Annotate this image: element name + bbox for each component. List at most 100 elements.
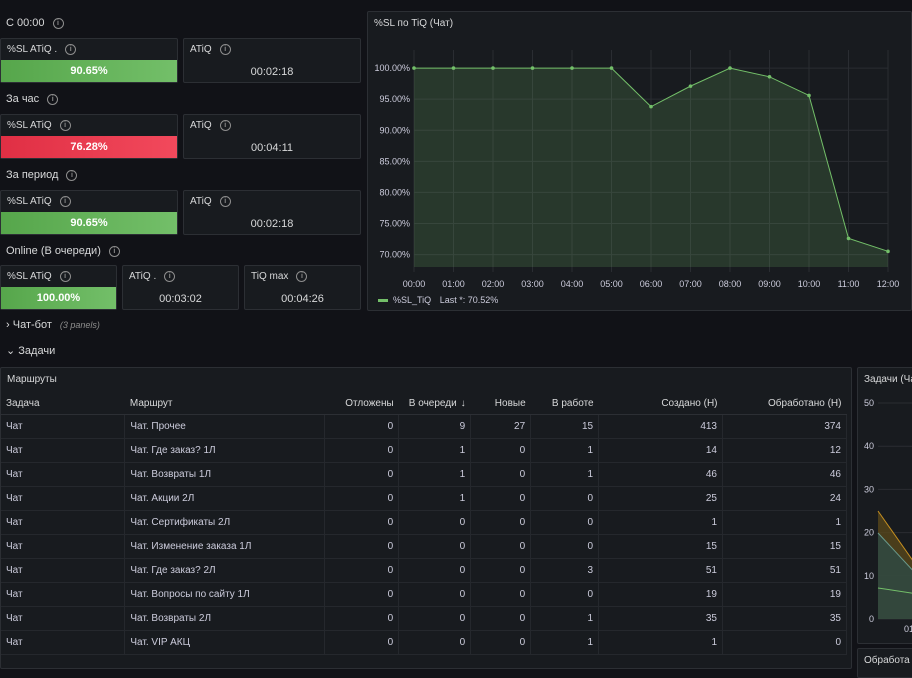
tasks-chart-panel[interactable]: Задачи (Ча 50 40 30 20 10 0 01: xyxy=(857,367,912,644)
y-tick-label: 100.00% xyxy=(374,63,410,73)
table-cell: 0 xyxy=(470,462,532,487)
info-icon[interactable]: i xyxy=(52,17,64,29)
routes-panel[interactable]: Маршруты Задача Маршрут Отложены В очереди ↓… xyxy=(0,367,852,669)
info-icon[interactable]: i xyxy=(66,169,78,181)
sl-tiq-chart-panel[interactable]: %SL по TiQ (Чат) 100.00% 95.00% 90.00% 85.0… xyxy=(367,11,912,311)
data-point xyxy=(530,66,535,70)
series-area xyxy=(878,533,912,619)
table-cell: 3 xyxy=(530,558,600,583)
atiq-since-midnight[interactable]: ATiQ i 00:02:18 xyxy=(183,38,361,83)
y-tick-label: 80.00% xyxy=(379,187,410,197)
table-cell: 27 xyxy=(470,414,532,439)
data-point xyxy=(570,66,574,70)
table-cell: 1 xyxy=(398,438,472,463)
info-icon[interactable]: i xyxy=(65,44,77,55)
table-cell: 15 xyxy=(722,534,847,559)
panel-title: Обработа xyxy=(864,655,910,666)
column-header[interactable]: В работе xyxy=(530,392,599,415)
info-icon[interactable]: i xyxy=(59,196,71,207)
column-header[interactable]: Маршрут xyxy=(124,392,325,415)
table-cell: 0 xyxy=(470,558,532,583)
series-line xyxy=(877,587,912,594)
stat-title: %SL ATiQ xyxy=(7,196,52,208)
processed-panel[interactable]: Обработа xyxy=(857,648,912,678)
table-row[interactable]: Чат Чат. Где заказ? 2Л 0 0 0 3 51 51 xyxy=(1,558,847,583)
table-cell: 35 xyxy=(598,606,723,631)
table-row[interactable]: Чат Чат. Возвраты 1Л 0 1 0 1 46 46 xyxy=(1,462,847,487)
table-cell: 15 xyxy=(530,414,600,439)
table-row[interactable]: Чат Чат. Вопросы по сайту 1Л 0 0 0 0 19 19 xyxy=(1,582,847,607)
row-tasks[interactable]: ⌄ Задачи xyxy=(6,344,55,357)
info-icon[interactable]: i xyxy=(108,245,120,257)
table-row[interactable]: Чат Чат. Изменение заказа 1Л 0 0 0 0 15 15 xyxy=(1,534,847,559)
column-header[interactable]: Обработано (Н) xyxy=(722,392,847,415)
stat-title: ATiQ xyxy=(190,44,212,56)
stat-value-bar: 90.65% xyxy=(1,212,177,234)
info-icon[interactable]: i xyxy=(59,120,71,131)
info-icon[interactable]: i xyxy=(219,196,231,207)
data-point xyxy=(451,66,456,70)
table-cell: Чат xyxy=(1,486,126,511)
table-cell: Чат. Сертификаты 2Л xyxy=(124,510,326,535)
panel-title: %SL по TiQ (Чат) xyxy=(374,18,454,29)
table-cell: Чат. Где заказ? 2Л xyxy=(124,558,326,583)
stat-value: 00:04:26 xyxy=(281,293,324,305)
data-point xyxy=(688,84,693,88)
table-cell: 0 xyxy=(470,486,532,511)
panel-title: Задачи (Ча xyxy=(864,374,912,385)
sl-atiq-since-midnight[interactable]: %SL ATiQ . i 90.65% xyxy=(0,38,178,83)
row-chatbot[interactable]: › Чат-бот (3 panels) xyxy=(6,319,100,331)
table-cell: 0 xyxy=(398,582,472,607)
column-header[interactable]: Отложены xyxy=(324,392,399,415)
atiq-online[interactable]: ATiQ . i 00:03:02 xyxy=(122,265,239,310)
x-tick-label: 12:00 xyxy=(877,279,900,289)
chart-legend[interactable]: %SL_TiQ Last *: 70.52% xyxy=(378,295,498,305)
info-icon[interactable]: i xyxy=(47,93,59,105)
stat-title: %SL ATiQ xyxy=(7,120,52,132)
table-cell: 0 xyxy=(470,510,532,535)
y-tick-label: 40 xyxy=(864,441,874,451)
table-row[interactable]: Чат Чат. Где заказ? 1Л 0 1 0 1 14 12 xyxy=(1,438,847,463)
y-tick-label: 95.00% xyxy=(379,94,410,104)
x-tick-label: 01:00 xyxy=(442,279,465,289)
table-row[interactable]: Чат Чат. Сертификаты 2Л 0 0 0 0 1 1 xyxy=(1,510,847,535)
atiq-hour[interactable]: ATiQ i 00:04:11 xyxy=(183,114,361,159)
table-cell: 1 xyxy=(530,438,600,463)
tiq-max-online[interactable]: TiQ max i 00:04:26 xyxy=(244,265,361,310)
series-area xyxy=(414,68,888,267)
column-header[interactable]: Создано (Н) xyxy=(598,392,723,415)
info-icon[interactable]: i xyxy=(59,271,71,282)
column-header[interactable]: В очереди ↓ xyxy=(398,392,471,415)
stat-value-bar: 90.65% xyxy=(1,60,177,82)
table-row[interactable]: Чат Чат. Возвраты 2Л 0 0 0 1 35 35 xyxy=(1,606,847,631)
section-period-title: За период i xyxy=(6,169,78,181)
sl-atiq-online[interactable]: %SL ATiQ i 100.00% xyxy=(0,265,117,310)
table-cell: Чат. Изменение заказа 1Л xyxy=(124,534,326,559)
column-header[interactable]: Задача xyxy=(1,392,125,415)
data-point xyxy=(807,93,811,98)
x-tick-label: 02:00 xyxy=(482,279,505,289)
table-row[interactable]: Чат Чат. Акции 2Л 0 1 0 0 25 24 xyxy=(1,486,847,511)
table-cell: Чат. Вопросы по сайту 1Л xyxy=(124,582,326,607)
sl-tiq-chart: 100.00% 95.00% 90.00% 85.00% 80.00% 75.00% 70.… xyxy=(374,50,900,289)
sl-atiq-period[interactable]: %SL ATiQ i 90.65% xyxy=(0,190,178,235)
table-cell: 51 xyxy=(722,558,847,583)
table-cell: 0 xyxy=(722,630,847,655)
column-header[interactable]: Новые xyxy=(470,392,531,415)
table-cell: 19 xyxy=(598,582,723,607)
table-row[interactable]: Чат Чат. Прочее 0 9 27 15 413 374 xyxy=(1,414,847,439)
sort-arrow-icon: ↓ xyxy=(460,397,466,409)
table-cell: 0 xyxy=(470,438,532,463)
table-row[interactable]: Чат Чат. VIP АКЦ 0 0 0 1 1 0 xyxy=(1,630,847,655)
info-icon[interactable]: i xyxy=(296,271,308,282)
sl-atiq-hour[interactable]: %SL ATiQ i 76.28% xyxy=(0,114,178,159)
info-icon[interactable]: i xyxy=(219,44,231,55)
x-tick-label: 06:00 xyxy=(640,279,663,289)
legend-series-name: %SL_TiQ xyxy=(393,295,432,305)
y-tick-label: 50 xyxy=(864,398,874,408)
table-cell: 0 xyxy=(324,630,400,655)
atiq-period[interactable]: ATiQ i 00:02:18 xyxy=(183,190,361,235)
routes-table: Задача Маршрут Отложены В очереди ↓ Новые В ра… xyxy=(1,392,847,655)
info-icon[interactable]: i xyxy=(164,271,176,282)
info-icon[interactable]: i xyxy=(219,120,231,131)
